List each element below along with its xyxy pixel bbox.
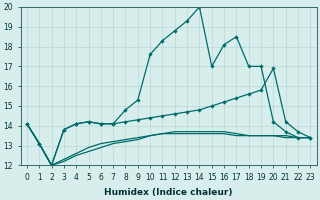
X-axis label: Humidex (Indice chaleur): Humidex (Indice chaleur) (104, 188, 233, 197)
